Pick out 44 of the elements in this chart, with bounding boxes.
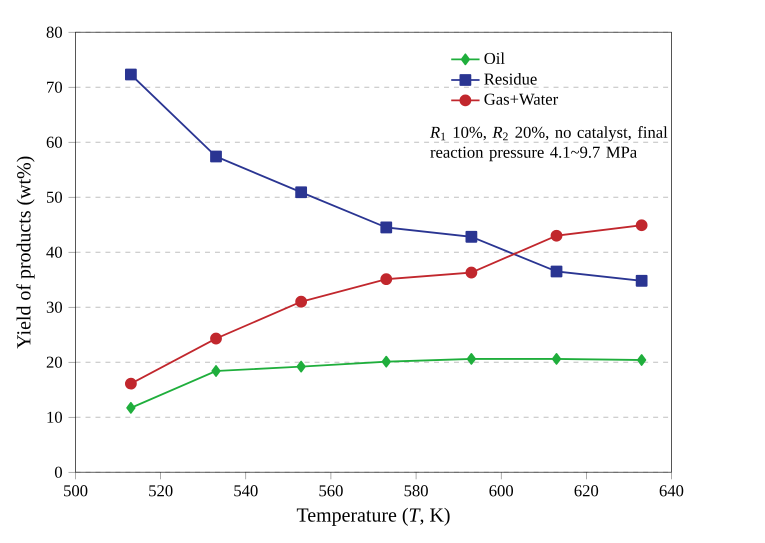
point: [210, 150, 222, 162]
point: [552, 353, 562, 365]
point: [124, 378, 137, 390]
y-tick-label: 10: [47, 412, 62, 423]
point: [382, 356, 391, 368]
y-tick-label: 0: [54, 466, 62, 478]
x-tick-label: 540: [234, 485, 258, 496]
x-tick-label: 600: [489, 485, 514, 496]
legend-label: Residue: [484, 72, 537, 85]
y-tick-label: 50: [46, 192, 62, 203]
y-tick-label: 20: [46, 356, 62, 368]
point: [380, 273, 392, 286]
point: [295, 296, 308, 308]
y-tick-label: 30: [46, 302, 62, 313]
point: [550, 266, 562, 278]
point: [124, 68, 137, 80]
y-tick-label: 70: [47, 82, 62, 93]
point: [210, 332, 222, 344]
x-tick-label: 520: [149, 485, 173, 496]
y-tick-label: 80: [46, 26, 62, 38]
y-axis-title: Yield of products (wt%): [16, 156, 35, 348]
x-axis-title: Temperature (T, K): [296, 508, 450, 526]
x-tick-label: 640: [660, 485, 684, 496]
point: [636, 219, 648, 232]
y-tick-label: 40: [46, 246, 62, 258]
point: [380, 222, 392, 234]
point: [465, 266, 478, 278]
point: [211, 365, 221, 377]
point: [465, 230, 478, 243]
point: [466, 353, 476, 365]
y-tick-label: 60: [46, 136, 62, 148]
x-tick-label: 620: [574, 485, 598, 496]
point: [550, 230, 562, 242]
x-tick-label: 500: [64, 485, 88, 496]
x-tick-label: 560: [319, 485, 343, 496]
annotation: R$_{1}$ 10%, R$_{2}$ 20%, no catalyst, final reaction pressure 4.1~9.7 MPa: [430, 126, 668, 162]
point: [296, 360, 306, 372]
point: [636, 274, 648, 287]
legend-label: Oil: [484, 52, 505, 64]
point: [295, 186, 308, 198]
point: [636, 354, 646, 366]
point: [126, 402, 136, 414]
x-tick-label: 580: [404, 485, 428, 496]
legend-label: Gas+Water: [484, 94, 558, 105]
